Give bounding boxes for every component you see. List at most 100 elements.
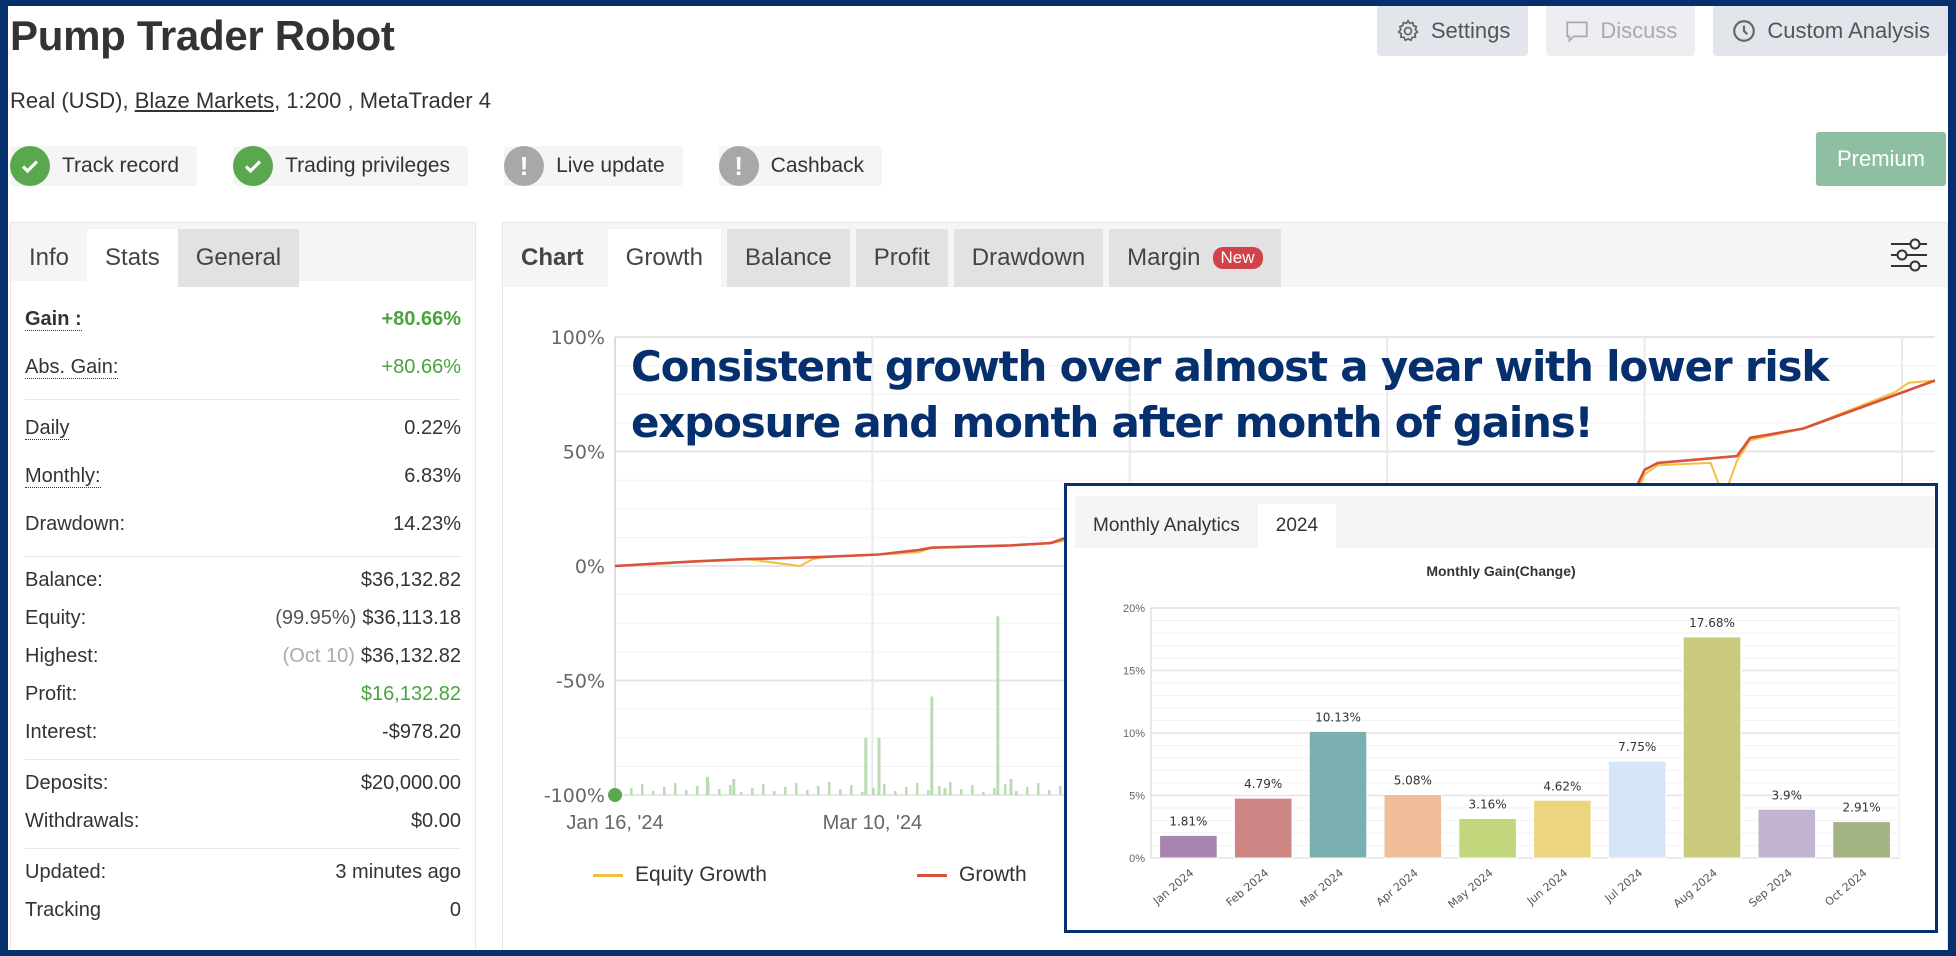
y-tick-label: 50% bbox=[563, 442, 605, 464]
y-tick-label: 5% bbox=[1129, 791, 1145, 803]
filter-sliders-icon[interactable] bbox=[1889, 237, 1929, 273]
tab-drawdown[interactable]: Drawdown bbox=[953, 229, 1104, 287]
stat-label[interactable]: Daily bbox=[25, 416, 70, 440]
clock-icon bbox=[1733, 20, 1756, 42]
stat-label: Drawdown: bbox=[25, 512, 126, 535]
stat-label[interactable]: Abs. Gain: bbox=[25, 355, 119, 379]
stat-value-text: +80.66% bbox=[381, 307, 461, 330]
tab-label: Margin bbox=[1127, 244, 1201, 271]
tab-general[interactable]: General bbox=[177, 229, 300, 287]
badge-trading-privileges[interactable]: Trading privileges bbox=[233, 146, 469, 186]
stat-value: 0.22% bbox=[404, 417, 461, 440]
premium-button[interactable]: Premium bbox=[1816, 132, 1946, 186]
tab-year-2024[interactable]: 2024 bbox=[1257, 504, 1337, 548]
data-label: 3.9% bbox=[1772, 788, 1803, 802]
data-label: 17.68% bbox=[1689, 616, 1735, 630]
x-tick-label: Aug 2024 bbox=[1671, 866, 1720, 910]
tab-label: Chart bbox=[521, 244, 584, 271]
stat-group: Balance: $36,132.82 Equity: (99.95%) $36,113… bbox=[25, 557, 461, 760]
legend-growth[interactable]: Growth bbox=[917, 863, 1027, 887]
badge-label: Track record bbox=[62, 154, 180, 177]
bar bbox=[1607, 760, 1667, 859]
stat-row: Monthly: 6.83% bbox=[25, 452, 461, 500]
stats-panel: Info Stats General Gain : +80.66% Abs. Gai… bbox=[10, 222, 476, 950]
stat-value-text: 0 bbox=[449, 898, 461, 921]
y-tick-label: -50% bbox=[556, 671, 605, 693]
legend-swatch bbox=[917, 873, 947, 877]
tab-label: Growth bbox=[625, 244, 704, 271]
data-label: 10.13% bbox=[1315, 710, 1361, 724]
custom-analysis-button[interactable]: Custom Analysis bbox=[1713, 6, 1948, 56]
data-label: 3.16% bbox=[1469, 798, 1507, 812]
stat-value-text: $36,113.18 bbox=[362, 606, 461, 629]
stat-row: Withdrawals: $0.00 bbox=[25, 802, 461, 840]
tab-balance[interactable]: Balance bbox=[727, 229, 850, 287]
x-tick-label: Jun 2024 bbox=[1524, 866, 1570, 908]
tab-label: Balance bbox=[745, 244, 832, 271]
stat-row: Gain : +80.66% bbox=[25, 295, 461, 343]
tab-profit[interactable]: Profit bbox=[855, 229, 948, 287]
stat-label: Tracking bbox=[25, 898, 101, 921]
data-label: 4.62% bbox=[1543, 779, 1581, 793]
inset-tabs: Monthly Analytics 2024 bbox=[1075, 496, 1935, 548]
discuss-button[interactable]: Discuss bbox=[1546, 6, 1696, 56]
y-tick-label: 15% bbox=[1123, 666, 1145, 678]
stat-label: Deposits: bbox=[25, 771, 109, 794]
bar bbox=[1159, 834, 1218, 859]
legend-label: Equity Growth bbox=[635, 863, 767, 886]
broker-link[interactable]: Blaze Markets bbox=[134, 88, 275, 113]
stat-value: 14.23% bbox=[393, 513, 461, 536]
headline-line-2: exposure and month after month of gains! bbox=[631, 398, 1594, 447]
x-tick-label: Sep 2024 bbox=[1746, 866, 1794, 910]
stat-group: Deposits: $20,000.00 Withdrawals: $0.00 bbox=[25, 760, 461, 849]
account-details: , 1:200 , MetaTrader 4 bbox=[274, 88, 491, 113]
chart-tabs: Chart Growth Balance Profit Drawdown Margin Ne… bbox=[503, 223, 1947, 287]
y-tick-label: 20% bbox=[1123, 603, 1145, 615]
headline-line-1: Consistent growth over almost a year wit… bbox=[631, 342, 1829, 391]
stat-value: +80.66% bbox=[381, 308, 461, 331]
tab-chart: Chart bbox=[503, 229, 602, 287]
stat-value: $20,000.00 bbox=[361, 772, 461, 795]
y-tick-label: -100% bbox=[544, 785, 605, 807]
tab-stats[interactable]: Stats bbox=[87, 229, 178, 287]
check-circle-icon bbox=[233, 146, 274, 186]
stat-row: Highest: (Oct 10) $36,132.82 bbox=[25, 637, 461, 675]
tab-monthly-analytics[interactable]: Monthly Analytics bbox=[1093, 515, 1240, 536]
stats-tabs: Info Stats General bbox=[11, 223, 475, 287]
badge-live-update[interactable]: ! Live update bbox=[504, 146, 683, 186]
stat-value: (Oct 10) $36,132.82 bbox=[283, 645, 461, 668]
stat-value-text: $36,132.82 bbox=[360, 568, 461, 591]
settings-label: Settings bbox=[1430, 18, 1511, 43]
data-label: 7.75% bbox=[1618, 740, 1656, 754]
tab-margin[interactable]: Margin New bbox=[1109, 229, 1281, 287]
bar bbox=[1832, 821, 1891, 859]
stat-row: Daily 0.22% bbox=[25, 404, 461, 452]
settings-button[interactable]: Settings bbox=[1376, 6, 1529, 56]
x-tick-label: Oct 2024 bbox=[1822, 866, 1869, 908]
badge-track-record[interactable]: Track record bbox=[10, 146, 198, 186]
page: Pump Trader Robot Real (USD), Blaze Mark… bbox=[8, 6, 1948, 950]
x-tick-label: May 2024 bbox=[1446, 866, 1496, 911]
badge-cashback[interactable]: ! Cashback bbox=[718, 146, 883, 186]
exclamation-circle-icon: ! bbox=[718, 146, 759, 186]
chat-icon bbox=[1566, 21, 1588, 43]
badge-label: Trading privileges bbox=[285, 154, 451, 177]
stat-label[interactable]: Monthly: bbox=[25, 464, 101, 488]
x-tick-label: Apr 2024 bbox=[1374, 866, 1421, 908]
stat-row: Updated: 3 minutes ago bbox=[25, 853, 461, 891]
tab-growth[interactable]: Growth bbox=[607, 229, 722, 287]
x-tick-label: Jul 2024 bbox=[1602, 866, 1645, 905]
stat-row: Profit: $16,132.82 bbox=[25, 675, 461, 713]
tab-label: Profit bbox=[873, 244, 930, 271]
stat-value: -$978.20 bbox=[382, 721, 461, 744]
stat-label[interactable]: Gain : bbox=[25, 307, 82, 331]
stat-value-text: 0.22% bbox=[404, 416, 461, 439]
stat-value-text: 6.83% bbox=[404, 464, 461, 487]
new-badge: New bbox=[1212, 247, 1263, 269]
bar bbox=[1383, 794, 1443, 859]
tab-info[interactable]: Info bbox=[29, 244, 70, 271]
legend-equity-growth[interactable]: Equity Growth bbox=[593, 863, 767, 887]
data-label: 2.91% bbox=[1843, 801, 1881, 815]
stat-value: $36,132.82 bbox=[361, 569, 461, 592]
stat-value-prefix: (Oct 10) bbox=[282, 644, 355, 667]
